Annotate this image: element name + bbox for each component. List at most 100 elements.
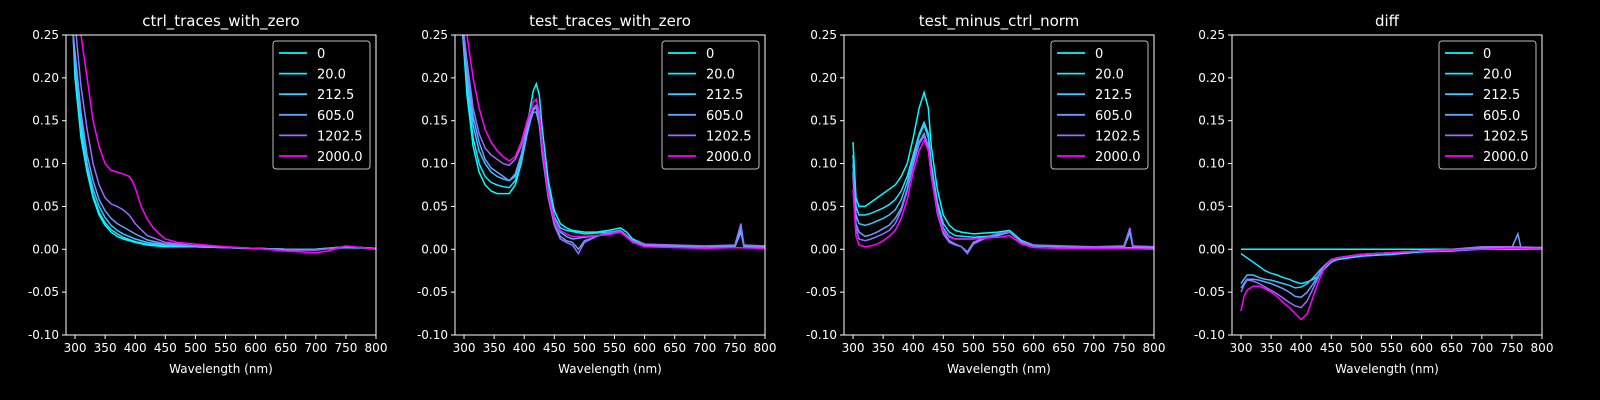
y-tick-label: 0.25 <box>421 28 448 42</box>
legend-label: 605.0 <box>1483 109 1520 124</box>
plot-frame <box>454 34 766 336</box>
legend-label: 2000.0 <box>1095 150 1141 165</box>
y-tick-label: 0.20 <box>810 71 837 85</box>
y-tick-label: 0.00 <box>810 242 837 256</box>
series-line-1202.5 <box>852 134 1154 255</box>
y-tick-label: 0.10 <box>32 157 59 171</box>
y-tick-label: -0.05 <box>806 285 837 299</box>
x-tick-label: 400 <box>902 341 925 355</box>
x-tick-label: 300 <box>842 341 865 355</box>
x-tick-label: 300 <box>64 341 87 355</box>
legend-label: 1202.5 <box>1483 129 1529 144</box>
chart-title: ctrl_traces_with_zero <box>142 12 299 31</box>
x-tick-label: 750 <box>723 341 746 355</box>
x-tick-label: 700 <box>693 341 716 355</box>
y-tick-label: 0.00 <box>1198 242 1225 256</box>
x-tick-label: 600 <box>633 341 656 355</box>
y-tick-label: 0.00 <box>32 242 59 256</box>
x-tick-label: 550 <box>603 341 626 355</box>
y-tick-label: 0.00 <box>421 242 448 256</box>
y-tick-label: -0.05 <box>417 285 448 299</box>
y-tick-label: 0.10 <box>1198 157 1225 171</box>
x-axis-label: Wavelength (nm) <box>947 362 1051 376</box>
chart-title: test_traces_with_zero <box>529 12 691 31</box>
y-tick-label: 0.05 <box>32 199 59 213</box>
x-tick-label: 800 <box>754 341 777 355</box>
x-tick-label: 600 <box>244 341 267 355</box>
legend-label: 212.5 <box>317 88 354 103</box>
y-tick-label: 0.20 <box>1198 71 1225 85</box>
y-tick-label: 0.20 <box>421 71 448 85</box>
legend-label: 212.5 <box>1483 88 1520 103</box>
chart-panel-2: test_traces_with_zero 300 350 400 450 500 550 6… <box>417 12 777 376</box>
legend-label: 2000.0 <box>1483 150 1529 165</box>
chart-title: test_minus_ctrl_norm <box>919 12 1080 31</box>
x-tick-label: 450 <box>543 341 566 355</box>
x-axis-label: Wavelength (nm) <box>169 362 273 376</box>
x-axis-label: Wavelength (nm) <box>1335 362 1439 376</box>
plot-frame <box>65 34 377 336</box>
y-tick-label: 0.25 <box>810 28 837 42</box>
x-tick-label: 350 <box>1260 341 1283 355</box>
legend-label: 0 <box>1483 47 1491 62</box>
y-tick-label: -0.05 <box>1194 285 1225 299</box>
y-tick-label: -0.10 <box>417 328 448 342</box>
x-tick-label: 300 <box>1230 341 1253 355</box>
x-tick-label: 500 <box>573 341 596 355</box>
legend-label: 2000.0 <box>706 150 752 165</box>
legend-label: 20.0 <box>317 68 346 83</box>
plot-frame <box>1231 34 1543 336</box>
chart-title: diff <box>1375 12 1400 30</box>
y-tick-label: 0.15 <box>1198 114 1225 128</box>
plot-frame <box>843 34 1155 336</box>
x-tick-label: 550 <box>992 341 1015 355</box>
legend-label: 605.0 <box>317 109 354 124</box>
series-line-20.0 <box>1240 248 1542 285</box>
x-tick-label: 650 <box>1052 341 1075 355</box>
series-line-2000.0 <box>466 35 765 250</box>
x-tick-label: 650 <box>1440 341 1463 355</box>
y-tick-label: 0.15 <box>810 114 837 128</box>
x-tick-label: 650 <box>274 341 297 355</box>
x-tick-label: 400 <box>1290 341 1313 355</box>
legend-label: 605.0 <box>706 109 743 124</box>
x-tick-label: 500 <box>962 341 985 355</box>
legend-label: 212.5 <box>1095 88 1132 103</box>
x-tick-label: 800 <box>1143 341 1166 355</box>
legend: 0 20.0 212.5 605.0 1202.5 2000.0 <box>661 40 760 170</box>
x-tick-label: 800 <box>365 341 388 355</box>
chart-panel-3: test_minus_ctrl_norm 300 350 400 450 500 550 60… <box>806 12 1166 376</box>
chart-panel-4: diff 300 350 400 450 500 550 600 650 700 750 800 -0.… <box>1194 12 1554 376</box>
x-tick-label: 750 <box>1112 341 1135 355</box>
y-tick-label: 0.05 <box>810 199 837 213</box>
y-tick-label: -0.10 <box>806 328 837 342</box>
legend-label: 20.0 <box>1483 68 1512 83</box>
x-tick-label: 550 <box>1380 341 1403 355</box>
y-tick-label: 0.15 <box>32 114 59 128</box>
x-tick-label: 750 <box>334 341 357 355</box>
x-tick-label: 400 <box>513 341 536 355</box>
x-tick-label: 550 <box>214 341 237 355</box>
y-tick-label: -0.10 <box>1194 328 1225 342</box>
y-tick-label: 0.05 <box>1198 199 1225 213</box>
x-tick-label: 450 <box>154 341 177 355</box>
series-line-2000.0 <box>80 35 376 254</box>
x-tick-label: 500 <box>184 341 207 355</box>
x-tick-label: 700 <box>1082 341 1105 355</box>
legend-label: 1202.5 <box>706 129 752 144</box>
x-tick-label: 800 <box>1531 341 1554 355</box>
legend-label: 605.0 <box>1095 109 1132 124</box>
series-line-2000.0 <box>1240 247 1542 321</box>
x-tick-label: 450 <box>932 341 955 355</box>
legend: 0 20.0 212.5 605.0 1202.5 2000.0 <box>1438 40 1537 170</box>
y-tick-label: 0.15 <box>421 114 448 128</box>
x-axis-label: Wavelength (nm) <box>558 362 662 376</box>
legend-label: 1202.5 <box>1095 129 1141 144</box>
legend-label: 20.0 <box>1095 68 1124 83</box>
legend-label: 2000.0 <box>317 150 363 165</box>
x-tick-label: 600 <box>1410 341 1433 355</box>
legend-label: 0 <box>317 47 325 62</box>
x-tick-label: 650 <box>663 341 686 355</box>
